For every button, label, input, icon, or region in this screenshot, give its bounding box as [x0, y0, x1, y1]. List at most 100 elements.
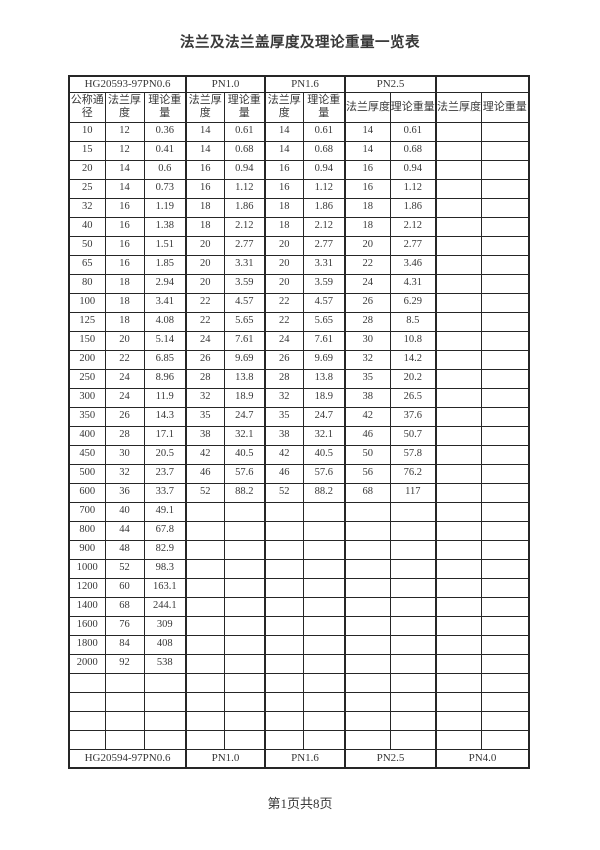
- table-cell: [302, 539, 346, 560]
- table-row: 80 18 2.94 20 3.59 20 3.59 24 4.31: [68, 273, 530, 294]
- table-cell: 35: [264, 406, 304, 427]
- table-cell: [480, 406, 530, 427]
- table-cell: [435, 596, 482, 617]
- table-cell: 16: [104, 235, 145, 256]
- table-cell: 24: [104, 368, 145, 389]
- column-header: 公称通径: [68, 91, 106, 123]
- table-cell: [302, 501, 346, 522]
- table-cell: 3.31: [223, 254, 266, 275]
- table-cell: [185, 615, 225, 636]
- table-cell: 26: [185, 349, 225, 370]
- table-cell: 24.7: [302, 406, 346, 427]
- table-cell: 16: [104, 197, 145, 218]
- table-cell: 5.65: [302, 311, 346, 332]
- table-cell: [435, 349, 482, 370]
- table-cell: 350: [68, 406, 106, 427]
- table-cell: [344, 710, 391, 731]
- table-cell: 48: [104, 539, 145, 560]
- table-cell: 2.94: [143, 273, 187, 294]
- table-cell: 1600: [68, 615, 106, 636]
- table-cell: [185, 501, 225, 522]
- table-cell: [185, 558, 225, 579]
- table-cell: 250: [68, 368, 106, 389]
- table-cell: 76: [104, 615, 145, 636]
- table-cell: 8.96: [143, 368, 187, 389]
- table-cell: 2.12: [223, 216, 266, 237]
- table-cell: 125: [68, 311, 106, 332]
- table-cell: [68, 710, 106, 731]
- table-cell: 1000: [68, 558, 106, 579]
- table-cell: 32: [344, 349, 391, 370]
- table-cell: [344, 672, 391, 693]
- table-cell: 22: [344, 254, 391, 275]
- table-cell: 28: [264, 368, 304, 389]
- table-cell: [302, 672, 346, 693]
- table-row: 50 16 1.51 20 2.77 20 2.77 20 2.77: [68, 235, 530, 256]
- table-row: 1400 68 244.1: [68, 596, 530, 617]
- table-row: 1800 84 408: [68, 634, 530, 655]
- table-cell: [302, 710, 346, 731]
- table-row: [68, 710, 530, 731]
- table-cell: [435, 197, 482, 218]
- table-cell: 57.6: [223, 463, 266, 484]
- table-cell: 18: [104, 311, 145, 332]
- table-row: 700 40 49.1: [68, 501, 530, 522]
- table-cell: 600: [68, 482, 106, 503]
- table-row: 32 16 1.19 18 1.86 18 1.86 18 1.86: [68, 197, 530, 218]
- table-cell: [435, 311, 482, 332]
- table-row: 150 20 5.14 24 7.61 24 7.61 30 10.8: [68, 330, 530, 351]
- table-cell: [302, 558, 346, 579]
- table-cell: [389, 577, 437, 598]
- table-cell: [480, 216, 530, 237]
- table-cell: 84: [104, 634, 145, 655]
- table-cell: 60: [104, 577, 145, 598]
- table-cell: 22: [185, 292, 225, 313]
- table-cell: [480, 596, 530, 617]
- table-row: 600 36 33.7 52 88.2 52 88.2 68 117: [68, 482, 530, 503]
- column-header: 法兰厚度: [264, 91, 304, 123]
- table-cell: [223, 615, 266, 636]
- table-cell: [344, 596, 391, 617]
- table-cell: [389, 539, 437, 560]
- table-cell: 13.8: [223, 368, 266, 389]
- table-cell: 1.12: [302, 178, 346, 199]
- table-cell: 3.46: [389, 254, 437, 275]
- table-cell: [480, 463, 530, 484]
- table-cell: 92: [104, 653, 145, 674]
- table-cell: 44: [104, 520, 145, 541]
- table-cell: [104, 729, 145, 750]
- table-cell: [480, 501, 530, 522]
- table-cell: [435, 216, 482, 237]
- table-cell: [435, 653, 482, 674]
- table-cell: [264, 615, 304, 636]
- table-cell: 67.8: [143, 520, 187, 541]
- table-cell: 16: [185, 178, 225, 199]
- table-cell: 0.94: [389, 159, 437, 180]
- table-cell: 18: [344, 216, 391, 237]
- table-cell: 16: [264, 159, 304, 180]
- table-cell: 5.14: [143, 330, 187, 351]
- table-cell: [185, 634, 225, 655]
- table-cell: [223, 596, 266, 617]
- table-row: 900 48 82.9: [68, 539, 530, 560]
- table-cell: 30: [344, 330, 391, 351]
- table-cell: 800: [68, 520, 106, 541]
- table-cell: 52: [185, 482, 225, 503]
- table-cell: [264, 691, 304, 712]
- table-cell: [344, 577, 391, 598]
- table-cell: 18.9: [223, 387, 266, 408]
- table-cell: [480, 577, 530, 598]
- table-cell: 36: [104, 482, 145, 503]
- table-cell: [223, 653, 266, 674]
- table-cell: [480, 254, 530, 275]
- table-row: 400 28 17.1 38 32.1 38 32.1 46 50.7: [68, 425, 530, 446]
- table-cell: 117: [389, 482, 437, 503]
- table-cell: [344, 615, 391, 636]
- table-cell: [344, 558, 391, 579]
- table-cell: [435, 463, 482, 484]
- table-cell: 0.6: [143, 159, 187, 180]
- footer-group: PN1.0: [185, 748, 266, 769]
- table-cell: [389, 501, 437, 522]
- table-cell: [223, 729, 266, 750]
